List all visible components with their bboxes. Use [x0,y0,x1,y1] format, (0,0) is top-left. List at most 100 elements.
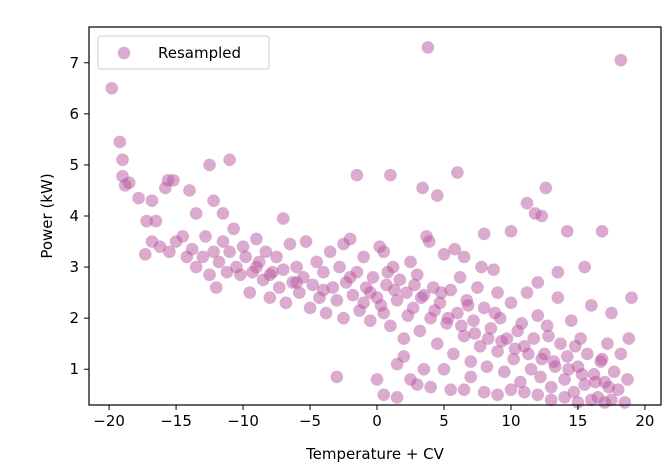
x-tick-label: −10 [227,412,259,430]
data-point [122,176,136,190]
data-point [554,337,567,351]
data-point [430,189,444,202]
y-tick-label: 6 [69,105,79,123]
data-point [507,352,520,366]
data-point [491,286,504,299]
data-point [410,378,424,391]
data-point [337,311,350,325]
data-point [548,360,562,373]
x-tick-label: −20 [93,412,125,430]
data-point [558,373,571,386]
data-point [475,260,488,274]
data-point [149,214,163,228]
data-point [388,283,401,297]
data-point [306,278,320,292]
data-point [535,352,549,366]
data-point [595,352,609,366]
data-point [581,347,594,361]
data-point [515,316,528,330]
data-point [481,332,495,345]
data-point [527,332,541,345]
data-point [377,388,391,402]
data-point [424,380,437,394]
data-point [189,260,203,274]
data-point [428,304,441,317]
data-point [357,250,370,264]
x-axis-label: Temperature + CV [305,445,445,463]
data-point [622,332,636,345]
data-point [163,245,176,259]
data-point [539,181,553,195]
data-point [410,268,424,282]
data-point [447,347,460,361]
data-point [364,286,377,299]
data-point [203,268,216,282]
data-point [209,281,223,294]
data-point [138,248,152,261]
data-point [350,168,364,182]
data-point [299,235,313,248]
data-point [480,360,494,373]
data-point [390,357,404,371]
data-point [522,347,535,361]
data-point [279,296,293,310]
data-point [303,301,317,315]
data-point [250,232,263,246]
data-point [457,329,471,343]
data-point [276,263,290,276]
data-point [290,276,303,289]
data-point [585,393,598,407]
data-point [337,237,350,251]
data-point [243,286,257,299]
data-point [185,242,199,256]
data-point [464,370,478,384]
data-point [614,53,628,67]
data-point [159,181,172,195]
data-point [562,362,575,376]
data-point [413,324,427,338]
data-point [578,260,591,274]
data-point [437,248,451,261]
data-point [601,337,614,351]
data-point [544,380,558,394]
data-point [518,385,531,399]
legend-marker [117,46,131,60]
y-axis: 1 2 3 4 5 6 7 [69,54,89,378]
data-point [461,299,475,312]
data-point [504,296,518,310]
data-point [491,345,504,358]
data-point [551,291,565,305]
y-axis-label: Power (kW) [38,173,56,258]
data-point [343,270,357,284]
data-point [422,235,436,248]
data-point [374,299,388,312]
data-point [585,299,598,312]
data-point [464,355,478,368]
data-point [212,255,226,269]
x-axis: −20 −15 −10 −5 0 5 10 15 20 [93,405,654,430]
data-point [457,383,471,396]
data-point [441,311,455,325]
data-point [471,281,484,294]
x-tick-label: 15 [568,412,587,430]
data-point [417,362,431,376]
data-point [216,235,230,248]
x-tick-label: 0 [372,412,382,430]
data-point [414,291,428,305]
data-point [477,385,491,399]
data-point [451,166,464,179]
data-point [390,293,404,307]
data-point [535,209,549,223]
data-point [578,378,591,391]
data-point [558,391,571,404]
data-point [207,245,220,259]
data-point [366,270,380,284]
legend: Resampled [97,35,270,70]
data-point [199,230,212,243]
data-point [207,194,220,207]
x-tick-label: 20 [635,412,654,430]
data-point [467,314,480,328]
data-point [404,255,417,269]
data-point [239,250,253,264]
data-point [488,306,502,320]
